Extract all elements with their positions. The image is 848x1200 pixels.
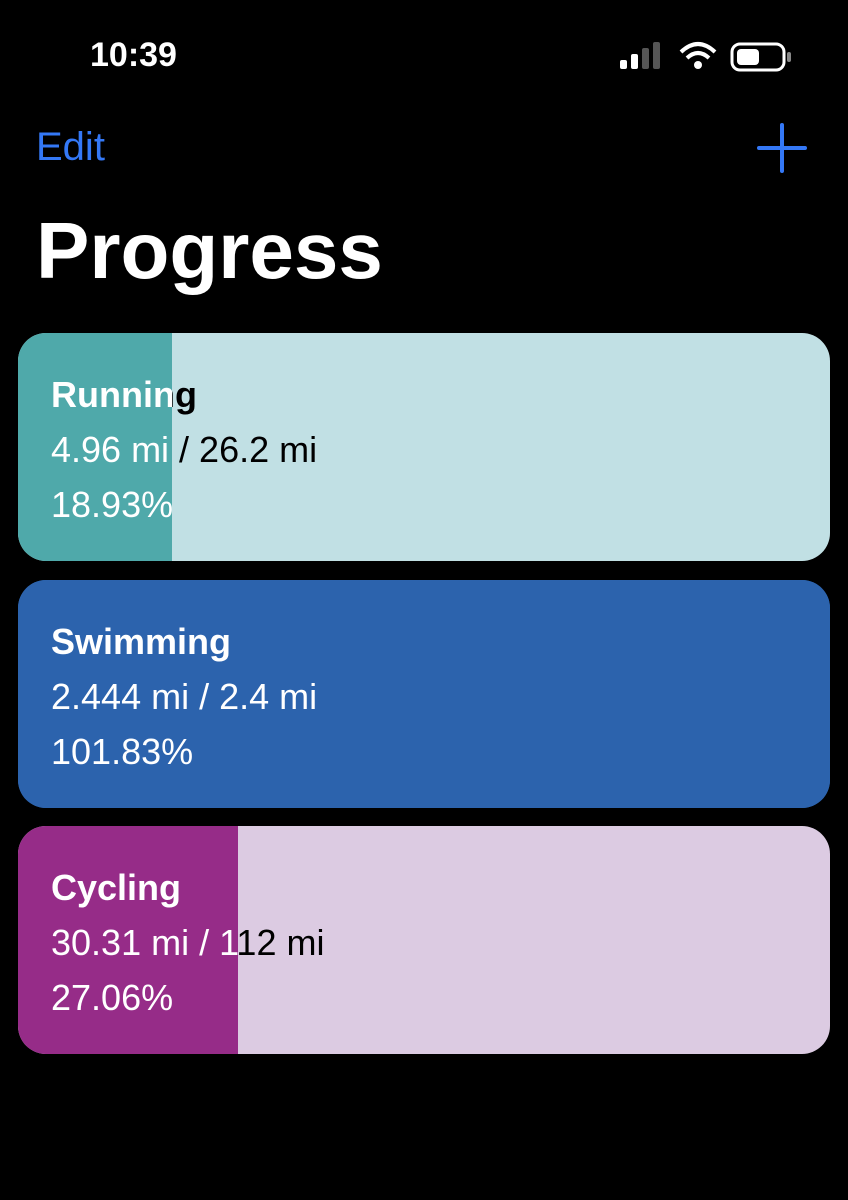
edit-button[interactable]: Edit: [36, 125, 105, 169]
activity-name: Cycling: [51, 867, 182, 908]
distance: 30.31 mi / 112 mi: [51, 922, 238, 963]
page-title: Progress: [36, 206, 383, 295]
status-icons: [620, 42, 791, 72]
card-text: Running 4.96 mi / 26.2 mi 18.93%: [51, 367, 172, 532]
progress-card[interactable]: Running 4.96 mi / 26.2 mi 18.93%Running 4.9…: [18, 333, 830, 561]
progress-card[interactable]: Cycling 30.31 mi / 112 mi 27.06%Cycling 30.…: [18, 826, 830, 1054]
clock: 10:39: [90, 36, 177, 74]
distance: 2.444 mi / 2.4 mi: [51, 675, 318, 717]
activity-name: Swimming: [51, 620, 232, 662]
card-text: Cycling 30.31 mi / 112 mi 27.06%: [51, 860, 238, 1025]
percent: 27.06%: [51, 977, 174, 1018]
percent: 101.83%: [51, 730, 194, 772]
progress-card[interactable]: Swimming 2.444 mi / 2.4 mi 101.83%Swimming…: [18, 579, 830, 808]
distance: 4.96 mi / 26.2 mi: [51, 429, 172, 470]
progress-fill: Running 4.96 mi / 26.2 mi 18.93%: [18, 333, 172, 561]
activity-name: Running: [51, 374, 172, 415]
progress-fill: Cycling 30.31 mi / 112 mi 27.06%: [18, 826, 238, 1054]
progress-fill: Swimming 2.444 mi / 2.4 mi 101.83%: [18, 579, 830, 808]
card-text: Swimming 2.444 mi / 2.4 mi 101.83%: [51, 614, 811, 779]
percent: 18.93%: [51, 484, 172, 525]
add-button[interactable]: [756, 122, 808, 174]
